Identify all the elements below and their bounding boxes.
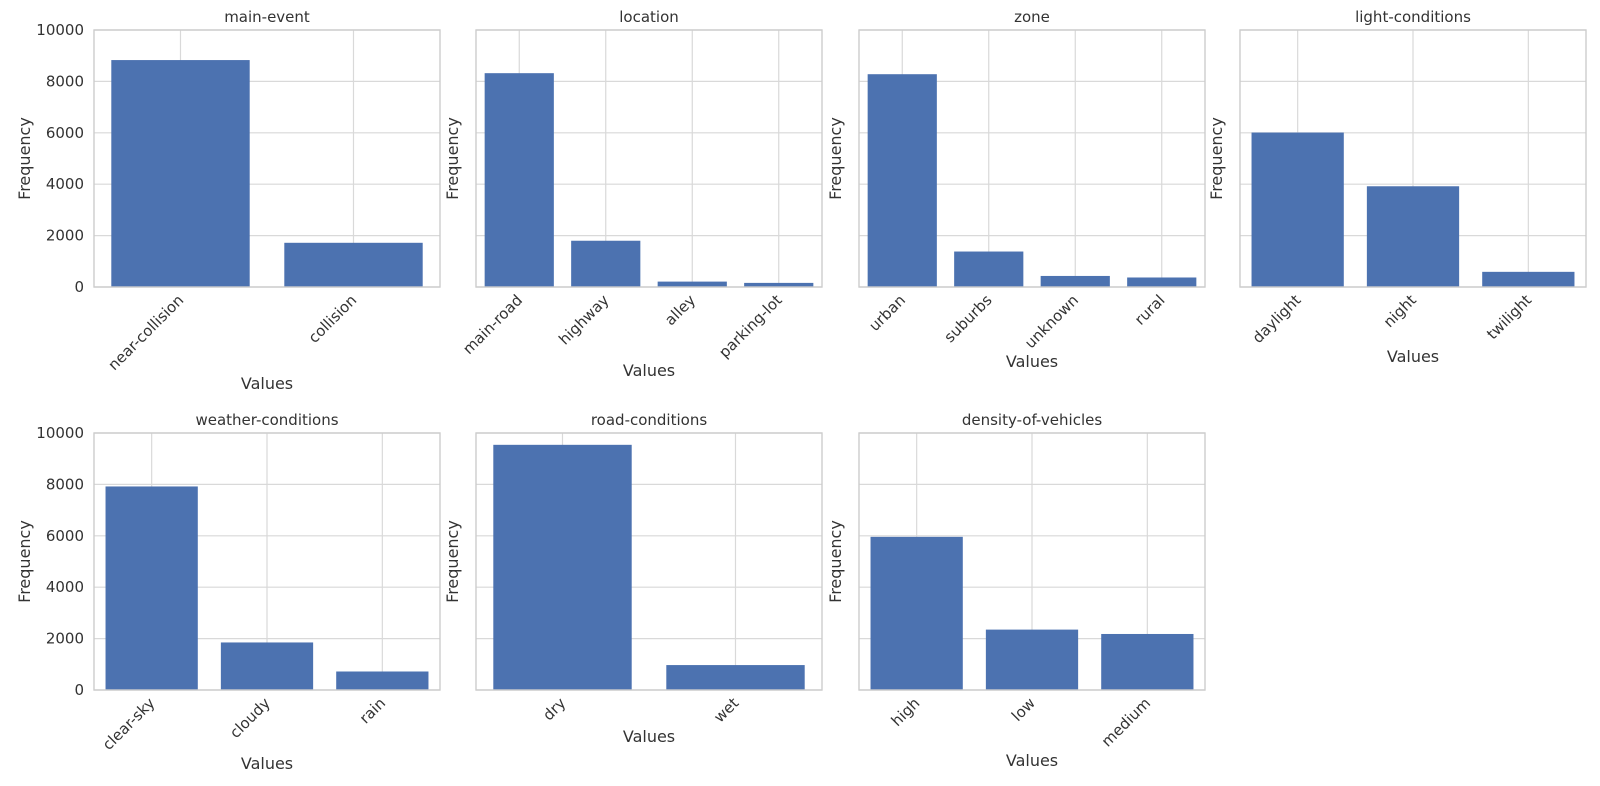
subplot-main-event: 0 2000 4000 6000 8000 10000 near-collision coll… [15, 8, 441, 393]
x-tick-label: clear-sky [99, 694, 159, 754]
x-tick-label: cloudy [226, 694, 274, 742]
plot-frame [93, 432, 441, 691]
bar-parking-lot [744, 282, 814, 287]
bar-dry [493, 444, 632, 690]
plot-frame [858, 29, 1206, 288]
subplot-title: density-of-vehicles [962, 411, 1102, 429]
y-axis-label: Frequency [826, 520, 845, 603]
subplot-location: main-road highway alley parking-lot location… [443, 8, 823, 380]
bar-wet [666, 665, 805, 690]
x-tick-label: high [888, 694, 924, 730]
y-tick-label: 2000 [46, 630, 84, 648]
plot-frame [93, 29, 441, 288]
subplot-title: weather-conditions [195, 411, 338, 429]
subplot-zone: urban suburbs unknown rural zone Frequency Val… [826, 8, 1206, 371]
plot-frame [475, 432, 823, 691]
bar-urban [867, 74, 937, 287]
x-tick-label: wet [710, 694, 742, 726]
subplot-title: location [619, 8, 679, 26]
y-tick-label: 10000 [36, 21, 84, 39]
bar-high [870, 536, 963, 690]
subplot-title: zone [1014, 8, 1050, 26]
bar-suburbs [954, 251, 1024, 287]
x-tick-label: rural [1131, 291, 1169, 329]
x-tick-label: dry [539, 694, 569, 724]
subplot-light-conditions: daylight night twilight light-conditions Fre… [1207, 8, 1587, 366]
bar-medium [1101, 633, 1194, 690]
x-axis-label: Values [623, 727, 675, 746]
x-tick-label: rain [356, 694, 389, 727]
y-tick-label: 8000 [46, 72, 84, 90]
y-tick-label: 6000 [46, 124, 84, 142]
subplot-road-conditions: dry wet road-conditions Frequency Values [443, 411, 823, 746]
bar-near-collision [111, 60, 250, 287]
y-tick-label: 6000 [46, 527, 84, 545]
x-tick-label: suburbs [941, 291, 996, 346]
y-axis-label: Frequency [443, 117, 462, 200]
plot-frame [475, 29, 823, 288]
x-tick-label: urban [865, 291, 909, 335]
x-axis-label: Values [623, 361, 675, 380]
y-axis-label: Frequency [1207, 117, 1226, 200]
bar-main-road [484, 73, 554, 288]
bar-twilight [1482, 271, 1575, 287]
x-tick-label: highway [555, 291, 612, 348]
x-axis-label: Values [241, 374, 293, 393]
y-tick-label: 4000 [46, 175, 84, 193]
subplot-title: main-event [224, 8, 310, 26]
x-tick-label: alley [661, 291, 699, 329]
bar-rural [1127, 277, 1197, 287]
x-tick-label: main-road [459, 291, 526, 358]
subplot-density-of-vehicles: high low medium density-of-vehicles Frequenc… [826, 411, 1206, 770]
x-tick-label: night [1380, 291, 1420, 331]
y-axis-label: Frequency [15, 520, 34, 603]
bar-alley [657, 281, 727, 287]
plot-frame [1239, 29, 1587, 288]
y-tick-label: 8000 [46, 475, 84, 493]
x-tick-label: twilight [1483, 291, 1535, 343]
bar-unknown [1040, 275, 1110, 287]
x-tick-label: low [1008, 694, 1039, 725]
bar-highway [571, 240, 641, 287]
x-tick-label: daylight [1249, 291, 1305, 347]
bar-clear-sky [105, 486, 198, 690]
y-axis-label: Frequency [15, 117, 34, 200]
y-tick-label: 0 [74, 681, 84, 699]
x-tick-label: unknown [1021, 291, 1082, 352]
bar-collision [284, 242, 423, 287]
x-tick-label: medium [1098, 694, 1154, 750]
x-tick-label: collision [305, 291, 361, 347]
bar-cloudy [220, 642, 314, 690]
x-axis-label: Values [1387, 347, 1439, 366]
y-tick-label: 2000 [46, 227, 84, 245]
y-tick-label: 0 [74, 278, 84, 296]
subplot-weather-conditions: 0 2000 4000 6000 8000 10000 clear-sky cloudy rai… [15, 411, 441, 773]
x-tick-label: near-collision [104, 291, 187, 374]
x-axis-label: Values [1006, 751, 1058, 770]
bar-night [1366, 186, 1460, 287]
y-axis-label: Frequency [443, 520, 462, 603]
subplot-title: road-conditions [591, 411, 707, 429]
y-tick-label: 10000 [36, 424, 84, 442]
x-axis-label: Values [1006, 352, 1058, 371]
x-tick-label: parking-lot [715, 291, 785, 361]
bar-daylight [1251, 132, 1344, 287]
plot-frame [858, 432, 1206, 691]
y-tick-label: 4000 [46, 578, 84, 596]
bar-low [985, 629, 1079, 690]
subplot-title: light-conditions [1355, 8, 1471, 26]
bar-rain [336, 671, 429, 690]
y-axis-label: Frequency [826, 117, 845, 200]
x-axis-label: Values [241, 754, 293, 773]
